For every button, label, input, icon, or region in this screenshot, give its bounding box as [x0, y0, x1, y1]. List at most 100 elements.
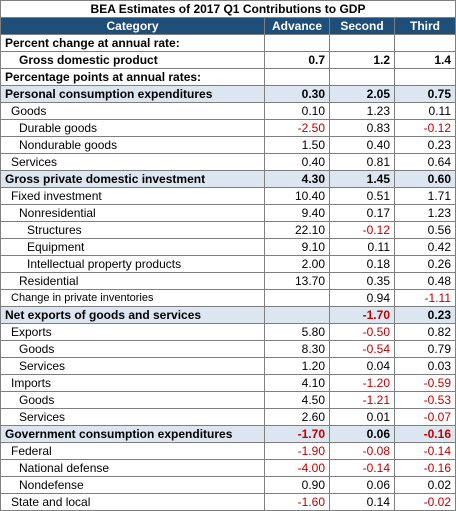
row-value-third: 0.23 — [394, 306, 456, 324]
row-value-third: 0.79 — [394, 340, 456, 358]
row-value-third: 0.82 — [394, 323, 456, 341]
row-category-label: Gross private domestic investment — [0, 170, 265, 188]
row-category-label: Gross domestic product — [0, 51, 265, 69]
row-value-second: 0.94 — [329, 289, 395, 307]
row-value-third: -0.02 — [394, 493, 456, 511]
table-row: Goods 4.50 -1.21 -0.53 — [0, 391, 456, 409]
row-value-advance — [264, 306, 330, 324]
row-value-third: 1.23 — [394, 204, 456, 222]
row-value-second — [329, 68, 395, 86]
row-category-label: Goods — [0, 391, 265, 409]
row-value-third: -0.07 — [394, 408, 456, 426]
table-row: Net exports of goods and services -1.70 0.… — [0, 306, 456, 324]
row-value-second: 1.2 — [329, 51, 395, 69]
table-row: Personal consumption expenditures 0.30 2.0… — [0, 85, 456, 103]
row-value-advance: -1.70 — [264, 425, 330, 443]
row-category-label: Fixed investment — [0, 187, 265, 205]
row-value-advance — [264, 289, 330, 307]
row-value-second: -1.70 — [329, 306, 395, 324]
row-category-label: Goods — [0, 102, 265, 120]
row-value-second: 0.04 — [329, 357, 395, 375]
row-category-label: Nonresidential — [0, 204, 265, 222]
row-category-label: Change in private inventories — [0, 289, 265, 307]
row-category-label: Personal consumption expenditures — [0, 85, 265, 103]
row-value-second: 1.45 — [329, 170, 395, 188]
row-value-third: -0.14 — [394, 442, 456, 460]
table-row: Services 1.20 0.04 0.03 — [0, 357, 456, 375]
column-header-advance: Advance — [264, 17, 330, 35]
row-value-third: 0.75 — [394, 85, 456, 103]
table-row: Percentage points at annual rates: — [0, 68, 456, 86]
table-row: Structures 22.10 -0.12 0.56 — [0, 221, 456, 239]
row-value-advance: 8.30 — [264, 340, 330, 358]
row-value-second: 0.01 — [329, 408, 395, 426]
table-title: BEA Estimates of 2017 Q1 Contributions t… — [0, 0, 456, 18]
row-category-label: Percentage points at annual rates: — [0, 68, 265, 86]
row-category-label: Equipment — [0, 238, 265, 256]
row-value-second: 0.40 — [329, 136, 395, 154]
row-value-advance: 13.70 — [264, 272, 330, 290]
row-value-third: 1.4 — [394, 51, 456, 69]
row-value-second: 0.17 — [329, 204, 395, 222]
table-row: Government consumption expenditures -1.70… — [0, 425, 456, 443]
row-value-advance: 4.50 — [264, 391, 330, 409]
column-header-second: Second — [329, 17, 395, 35]
row-value-advance — [264, 68, 330, 86]
row-value-second: 2.05 — [329, 85, 395, 103]
row-category-label: Structures — [0, 221, 265, 239]
row-value-second: 0.51 — [329, 187, 395, 205]
row-category-label: National defense — [0, 459, 265, 477]
row-value-advance: -1.90 — [264, 442, 330, 460]
row-value-second: 0.18 — [329, 255, 395, 273]
row-value-advance: 0.10 — [264, 102, 330, 120]
row-category-label: Net exports of goods and services — [0, 306, 265, 324]
row-value-advance: 9.40 — [264, 204, 330, 222]
table-row: Nondurable goods 1.50 0.40 0.23 — [0, 136, 456, 154]
row-value-advance: -2.50 — [264, 119, 330, 137]
row-category-label: Services — [0, 357, 265, 375]
row-value-third: 0.42 — [394, 238, 456, 256]
table-row: Exports 5.80 -0.50 0.82 — [0, 323, 456, 341]
row-value-advance: -4.00 — [264, 459, 330, 477]
table-row: Nondefense 0.90 0.06 0.02 — [0, 476, 456, 494]
row-value-second: 1.23 — [329, 102, 395, 120]
row-category-label: Nondurable goods — [0, 136, 265, 154]
column-header-third: Third — [394, 17, 456, 35]
row-value-advance: 5.80 — [264, 323, 330, 341]
row-value-third: 0.23 — [394, 136, 456, 154]
row-value-third: 0.60 — [394, 170, 456, 188]
row-value-advance: 1.20 — [264, 357, 330, 375]
row-value-second: 0.81 — [329, 153, 395, 171]
table-row: Gross private domestic investment 4.30 1.4… — [0, 170, 456, 188]
row-value-third: 1.71 — [394, 187, 456, 205]
row-category-label: Residential — [0, 272, 265, 290]
table-row: Goods 8.30 -0.54 0.79 — [0, 340, 456, 358]
table-row: National defense -4.00 -0.14 -0.16 — [0, 459, 456, 477]
row-category-label: Government consumption expenditures — [0, 425, 265, 443]
row-value-advance: 9.10 — [264, 238, 330, 256]
row-value-third: -0.12 — [394, 119, 456, 137]
row-value-third: -0.16 — [394, 459, 456, 477]
row-value-third — [394, 68, 456, 86]
row-value-third: 0.48 — [394, 272, 456, 290]
table-row: Services 0.40 0.81 0.64 — [0, 153, 456, 171]
table-row: Services 2.60 0.01 -0.07 — [0, 408, 456, 426]
table-row: Goods 0.10 1.23 0.11 — [0, 102, 456, 120]
row-category-label: Percent change at annual rate: — [0, 34, 265, 52]
row-value-second: -1.21 — [329, 391, 395, 409]
row-value-advance: 0.30 — [264, 85, 330, 103]
row-value-third: 0.11 — [394, 102, 456, 120]
row-value-third: -0.16 — [394, 425, 456, 443]
row-value-advance: 22.10 — [264, 221, 330, 239]
row-value-advance: 0.40 — [264, 153, 330, 171]
table-body: Percent change at annual rate: Gross dome… — [0, 34, 456, 511]
table-row: Imports 4.10 -1.20 -0.59 — [0, 374, 456, 392]
row-category-label: Durable goods — [0, 119, 265, 137]
row-value-third: 0.03 — [394, 357, 456, 375]
row-value-advance — [264, 34, 330, 52]
row-value-second: 0.06 — [329, 476, 395, 494]
column-header-category: Category — [0, 17, 265, 35]
row-value-advance: 0.7 — [264, 51, 330, 69]
row-value-second — [329, 34, 395, 52]
